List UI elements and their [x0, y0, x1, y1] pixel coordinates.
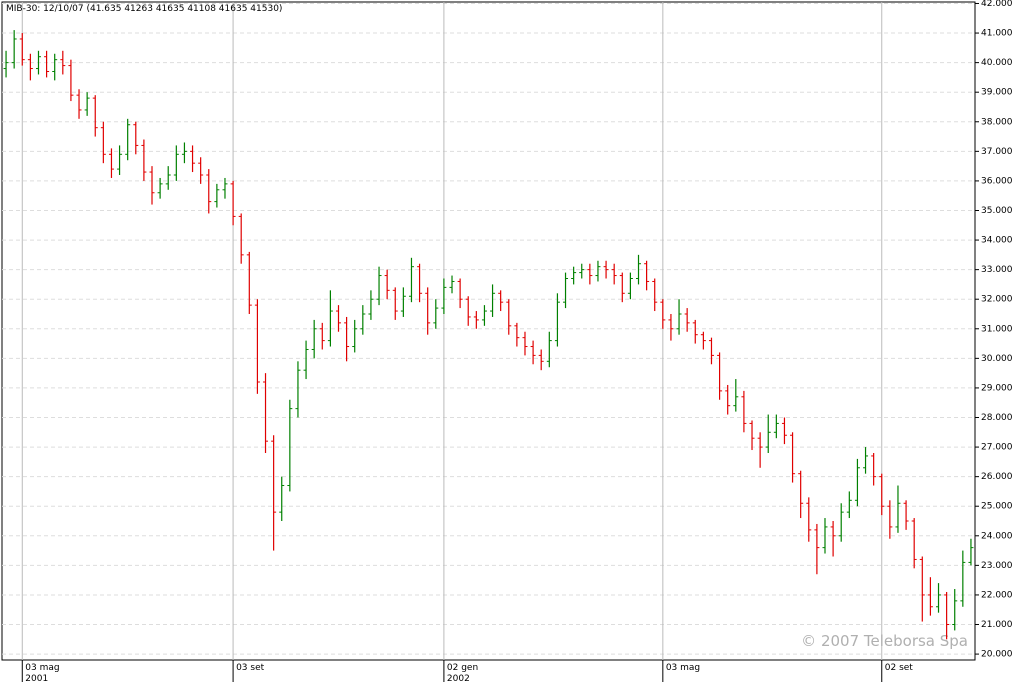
- y-tick-label: 38.000: [981, 117, 1013, 127]
- y-tick-label: 35.000: [981, 206, 1013, 216]
- y-tick-label: 28.000: [981, 413, 1013, 423]
- x-tick-label: 02 gen: [447, 663, 478, 673]
- x-tick-label: 03 mag: [25, 663, 59, 673]
- y-tick-label: 37.000: [981, 147, 1013, 157]
- plot-frame: [1, 1, 976, 661]
- y-tick-label: 36.000: [981, 176, 1013, 186]
- y-tick-label: 32.000: [981, 295, 1013, 305]
- y-tick-label: 27.000: [981, 443, 1013, 453]
- x-year-label: 2001: [25, 674, 48, 684]
- y-tick-label: 30.000: [981, 354, 1013, 364]
- y-tick-label: 39.000: [981, 88, 1013, 98]
- x-tick-label: 02 set: [885, 663, 914, 673]
- y-tick-label: 22.000: [981, 590, 1013, 600]
- x-tick-label: 03 set: [236, 663, 265, 673]
- y-tick-label: 42.000: [981, 0, 1013, 9]
- y-tick-label: 31.000: [981, 324, 1013, 334]
- y-tick-label: 34.000: [981, 236, 1013, 246]
- y-tick-label: 24.000: [981, 531, 1013, 541]
- x-year-label: 2002: [447, 674, 470, 684]
- y-tick-label: 25.000: [981, 502, 1013, 512]
- y-tick-label: 26.000: [981, 472, 1013, 482]
- chart-title: MIB-30: 12/10/07 (41.635 41263 41635 411…: [6, 4, 282, 14]
- x-tick-label: 03 mag: [666, 663, 700, 673]
- y-tick-label: 40.000: [981, 58, 1013, 68]
- watermark: © 2007 Teleborsa Spa: [801, 632, 968, 650]
- y-tick-label: 41.000: [981, 29, 1013, 39]
- y-tick-label: 29.000: [981, 383, 1013, 393]
- y-tick-label: 21.000: [981, 620, 1013, 630]
- y-tick-label: 23.000: [981, 561, 1013, 571]
- y-tick-label: 20.000: [981, 650, 1013, 660]
- y-tick-label: 33.000: [981, 265, 1013, 275]
